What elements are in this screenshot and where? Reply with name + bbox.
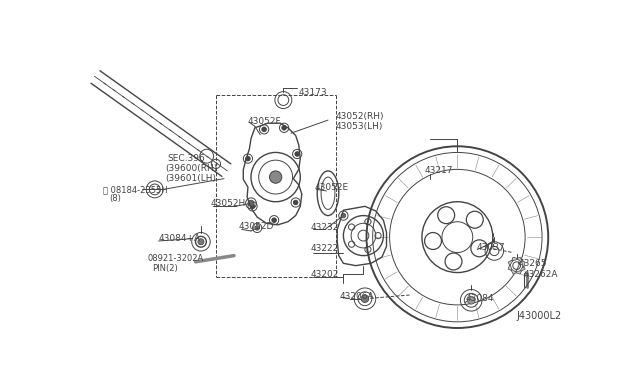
Text: 43052(RH): 43052(RH): [336, 112, 384, 121]
Text: 43053(LH): 43053(LH): [336, 122, 383, 131]
Polygon shape: [514, 270, 522, 274]
Circle shape: [295, 152, 300, 156]
Text: 43265: 43265: [519, 259, 547, 268]
Text: SEC.396: SEC.396: [168, 154, 205, 163]
Polygon shape: [508, 259, 514, 266]
Text: 43222: 43222: [310, 244, 339, 253]
Text: 43052D: 43052D: [239, 222, 274, 231]
Text: (8): (8): [109, 194, 121, 203]
Polygon shape: [510, 268, 516, 274]
Circle shape: [255, 225, 259, 230]
Circle shape: [361, 295, 369, 302]
Text: 43202: 43202: [310, 270, 339, 279]
Circle shape: [246, 156, 250, 161]
Text: 43262A: 43262A: [524, 270, 558, 279]
Polygon shape: [508, 263, 512, 270]
Text: PIN(2): PIN(2): [152, 264, 178, 273]
Text: 43084: 43084: [466, 294, 494, 303]
Text: 43173: 43173: [299, 88, 328, 97]
Text: Ⓐ 08184-2355H: Ⓐ 08184-2355H: [103, 185, 168, 194]
Circle shape: [293, 200, 298, 205]
Circle shape: [282, 125, 287, 130]
Text: 43052E: 43052E: [314, 183, 348, 192]
Text: 43232: 43232: [310, 224, 339, 232]
Text: 43052H: 43052H: [210, 199, 246, 208]
Polygon shape: [516, 257, 523, 263]
Text: 43052F: 43052F: [247, 117, 281, 126]
Circle shape: [248, 200, 254, 206]
Text: 08921-3202A: 08921-3202A: [147, 254, 204, 263]
Polygon shape: [512, 257, 519, 261]
Text: 43217: 43217: [424, 166, 452, 174]
Polygon shape: [519, 266, 525, 272]
Circle shape: [250, 204, 255, 209]
Polygon shape: [522, 261, 525, 268]
Text: 43037: 43037: [477, 243, 505, 251]
Circle shape: [198, 239, 204, 245]
Text: 43084+A: 43084+A: [159, 234, 201, 243]
Circle shape: [269, 171, 282, 183]
Text: J43000L2: J43000L2: [516, 311, 562, 321]
Circle shape: [467, 296, 475, 304]
Text: 43206A: 43206A: [340, 292, 374, 301]
Text: (39600(RH): (39600(RH): [164, 164, 217, 173]
Circle shape: [262, 127, 266, 132]
Text: (39601(LH): (39601(LH): [164, 174, 216, 183]
Circle shape: [341, 213, 346, 218]
Circle shape: [272, 218, 276, 222]
